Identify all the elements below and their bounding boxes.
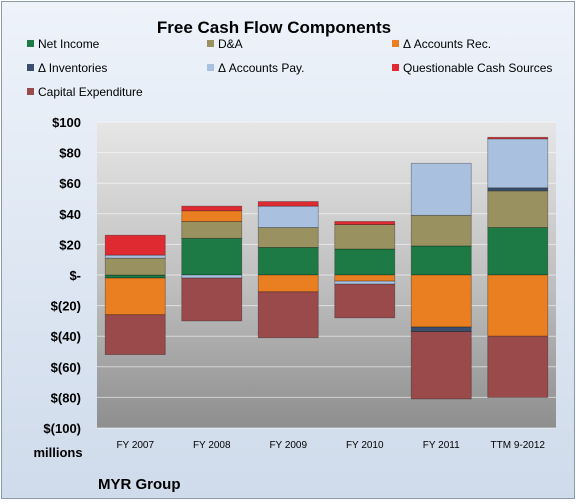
y-tick-label: $(40) — [51, 329, 81, 344]
units-label: millions — [33, 445, 82, 460]
bar-segment-accounts-pay — [410, 162, 472, 216]
bar-segment-capital-expenditure — [104, 314, 166, 355]
bar-segment-accounts-pay — [181, 274, 243, 279]
bar-segment-capital-expenditure — [487, 335, 549, 398]
bar-segment-net-income — [487, 227, 549, 276]
y-tick-label: $- — [69, 268, 81, 283]
bar-segment-accounts-pay — [257, 205, 319, 228]
bar-segment-questionable-cash-sources — [487, 136, 549, 140]
y-tick-label: $(100) — [43, 421, 81, 436]
legend-swatch-accounts-rec — [392, 40, 399, 47]
bar-segment-accounts-rec — [410, 274, 472, 328]
bar-segment-accounts-rec — [487, 274, 549, 337]
bar-segment-inventories — [410, 326, 472, 333]
bar-segment-accounts-rec — [104, 277, 166, 316]
legend-swatch-d-a — [207, 40, 214, 47]
bar-segment-accounts-rec — [257, 274, 319, 293]
legend-label-net-income: Net Income — [38, 37, 100, 51]
legend-label-capital-expenditure: Capital Expenditure — [38, 85, 143, 99]
bar-segment-capital-expenditure — [181, 277, 243, 322]
bar-segment-net-income — [257, 247, 319, 276]
y-tick-label: $100 — [52, 115, 81, 130]
x-category-label: FY 2011 — [423, 440, 460, 451]
bar-segment-accounts-pay — [334, 280, 396, 285]
bar-segment-accounts-pay — [104, 254, 166, 259]
x-category-label: FY 2007 — [116, 440, 154, 451]
chart-title: Free Cash Flow Components — [157, 18, 391, 37]
x-axis-categories: FY 2007 FY 2008 FY 2009 FY 2010 FY 2011 TTM 9… — [116, 440, 545, 451]
bar-segment-questionable-cash-sources — [181, 205, 243, 212]
y-tick-label: $60 — [59, 176, 81, 191]
y-tick-label: $20 — [59, 237, 81, 252]
legend-label-inventories: Δ Inventories — [38, 61, 107, 75]
legend-swatch-inventories — [27, 64, 34, 71]
bar-segment-net-income — [181, 237, 243, 276]
bar-segment-questionable-cash-sources — [257, 201, 319, 207]
bar-segment-capital-expenditure — [257, 291, 319, 339]
bar-segment-d-a — [487, 190, 549, 228]
bar-segment-d-a — [257, 227, 319, 248]
legend-label-questionable-cash-sources: Questionable Cash Sources — [403, 61, 552, 75]
bar-segment-accounts-pay — [487, 138, 549, 189]
x-category-label: FY 2010 — [346, 440, 384, 451]
bar-segment-net-income — [104, 274, 166, 279]
x-category-label: TTM 9-2012 — [491, 440, 546, 451]
legend-swatch-capital-expenditure — [27, 88, 34, 95]
legend-swatch-questionable-cash-sources — [392, 64, 399, 71]
bar-segment-capital-expenditure — [410, 331, 472, 400]
bar-segment-d-a — [410, 214, 472, 247]
bar-segment-capital-expenditure — [334, 283, 396, 319]
bar-segment-questionable-cash-sources — [104, 234, 166, 256]
legend-label-d-a: D&A — [218, 37, 243, 51]
x-category-label: FY 2008 — [193, 440, 231, 451]
bar-segment-d-a — [181, 221, 243, 239]
x-category-label: FY 2009 — [269, 440, 307, 451]
bar-segment-accounts-rec — [181, 210, 243, 222]
y-axis-ticks: $(100) $(80) $(60) $(40) $(20) $- $20 $40 $60 $80… — [43, 115, 81, 436]
bar-segment-net-income — [410, 245, 472, 276]
legend-label-accounts-rec: Δ Accounts Rec. — [403, 37, 491, 51]
company-name: MYR Group — [98, 476, 181, 493]
y-tick-label: $80 — [59, 146, 81, 161]
bar-segment-d-a — [334, 224, 396, 250]
legend: Net Income D&A Δ Accounts Rec. Δ Inventorie… — [27, 37, 552, 99]
y-tick-label: $(60) — [51, 360, 81, 375]
bar-segment-d-a — [104, 257, 166, 276]
y-tick-label: $(20) — [51, 299, 81, 314]
bar-segment-net-income — [334, 248, 396, 276]
y-tick-label: $40 — [59, 207, 81, 222]
bar-segment-accounts-rec — [334, 274, 396, 282]
legend-swatch-net-income — [27, 40, 34, 47]
gridlines — [97, 121, 556, 429]
legend-label-accounts-pay: Δ Accounts Pay. — [218, 61, 305, 75]
bars — [104, 136, 549, 400]
y-tick-label: $(80) — [51, 390, 81, 405]
bar-segment-inventories — [487, 187, 549, 192]
legend-swatch-accounts-pay — [207, 64, 214, 71]
bar-segment-questionable-cash-sources — [334, 221, 396, 225]
